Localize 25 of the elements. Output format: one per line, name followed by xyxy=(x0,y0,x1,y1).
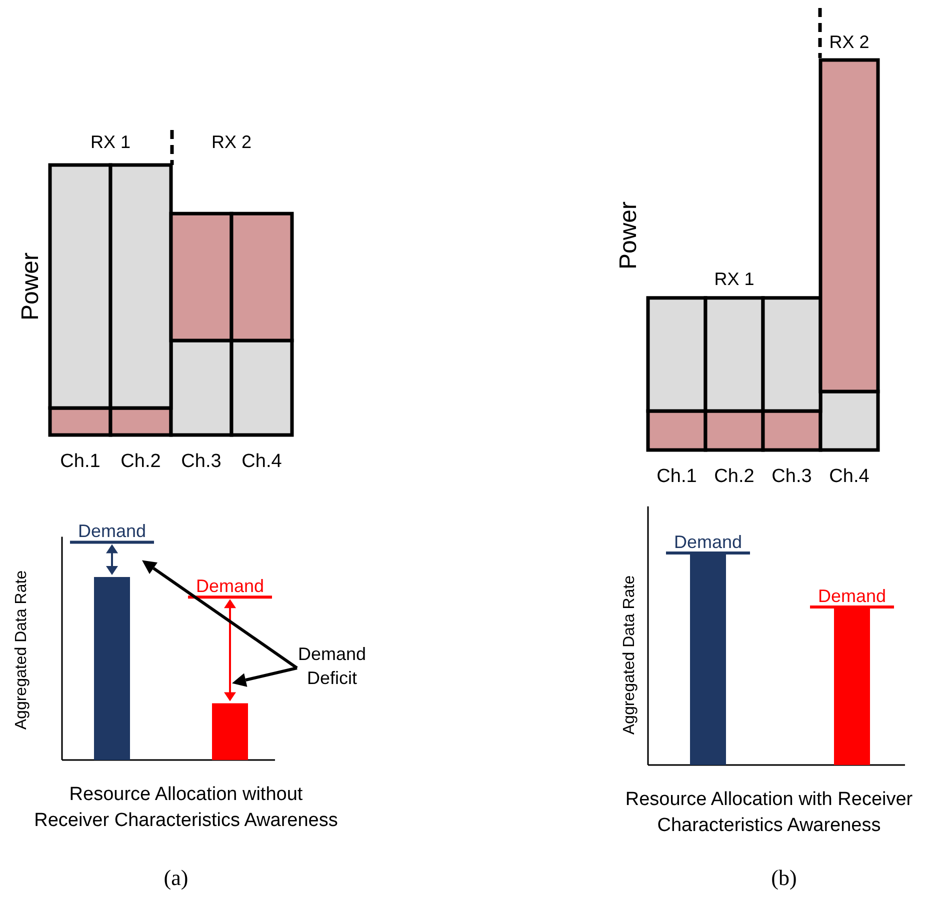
x-axis-title: Resource Allocation without Receiver Characteristics Awareness xyxy=(34,784,338,831)
annotation: RX 1 xyxy=(714,269,754,289)
x-tick-label: Ch.4 xyxy=(242,451,282,472)
x-tick-label: Ch.3 xyxy=(772,466,812,487)
x-tick-label: Ch.1 xyxy=(656,466,697,487)
text: (b) xyxy=(771,865,797,890)
text: RX 2 xyxy=(829,32,870,52)
y-axis-title: Aggregated Data Rate xyxy=(621,575,638,735)
text: RX 2 xyxy=(211,132,252,152)
y-axis-title: Aggregated Data Rate xyxy=(13,570,30,730)
ref-line-label: Demand xyxy=(196,576,264,596)
text: (a) xyxy=(164,865,188,890)
x-axis-title: Resource Allocation with Receiver Characteristics Awareness xyxy=(625,789,914,836)
x-tick-label: Ch.3 xyxy=(181,451,222,472)
x-tick-label: Ch.2 xyxy=(120,451,161,472)
x-tick-label: Ch.2 xyxy=(714,466,754,487)
x-tick-label: Ch.1 xyxy=(60,451,100,472)
x-tick-label: Ch.4 xyxy=(829,466,870,487)
text: RX 1 xyxy=(90,132,131,152)
text: Demand Deficit xyxy=(298,644,366,688)
ref-line-label: Demand xyxy=(78,521,146,542)
ref-line-label: Demand xyxy=(818,586,886,606)
y-axis-title: Power xyxy=(615,201,642,270)
y-axis-title: Power xyxy=(17,252,44,321)
ref-line-label: Demand xyxy=(674,532,742,552)
